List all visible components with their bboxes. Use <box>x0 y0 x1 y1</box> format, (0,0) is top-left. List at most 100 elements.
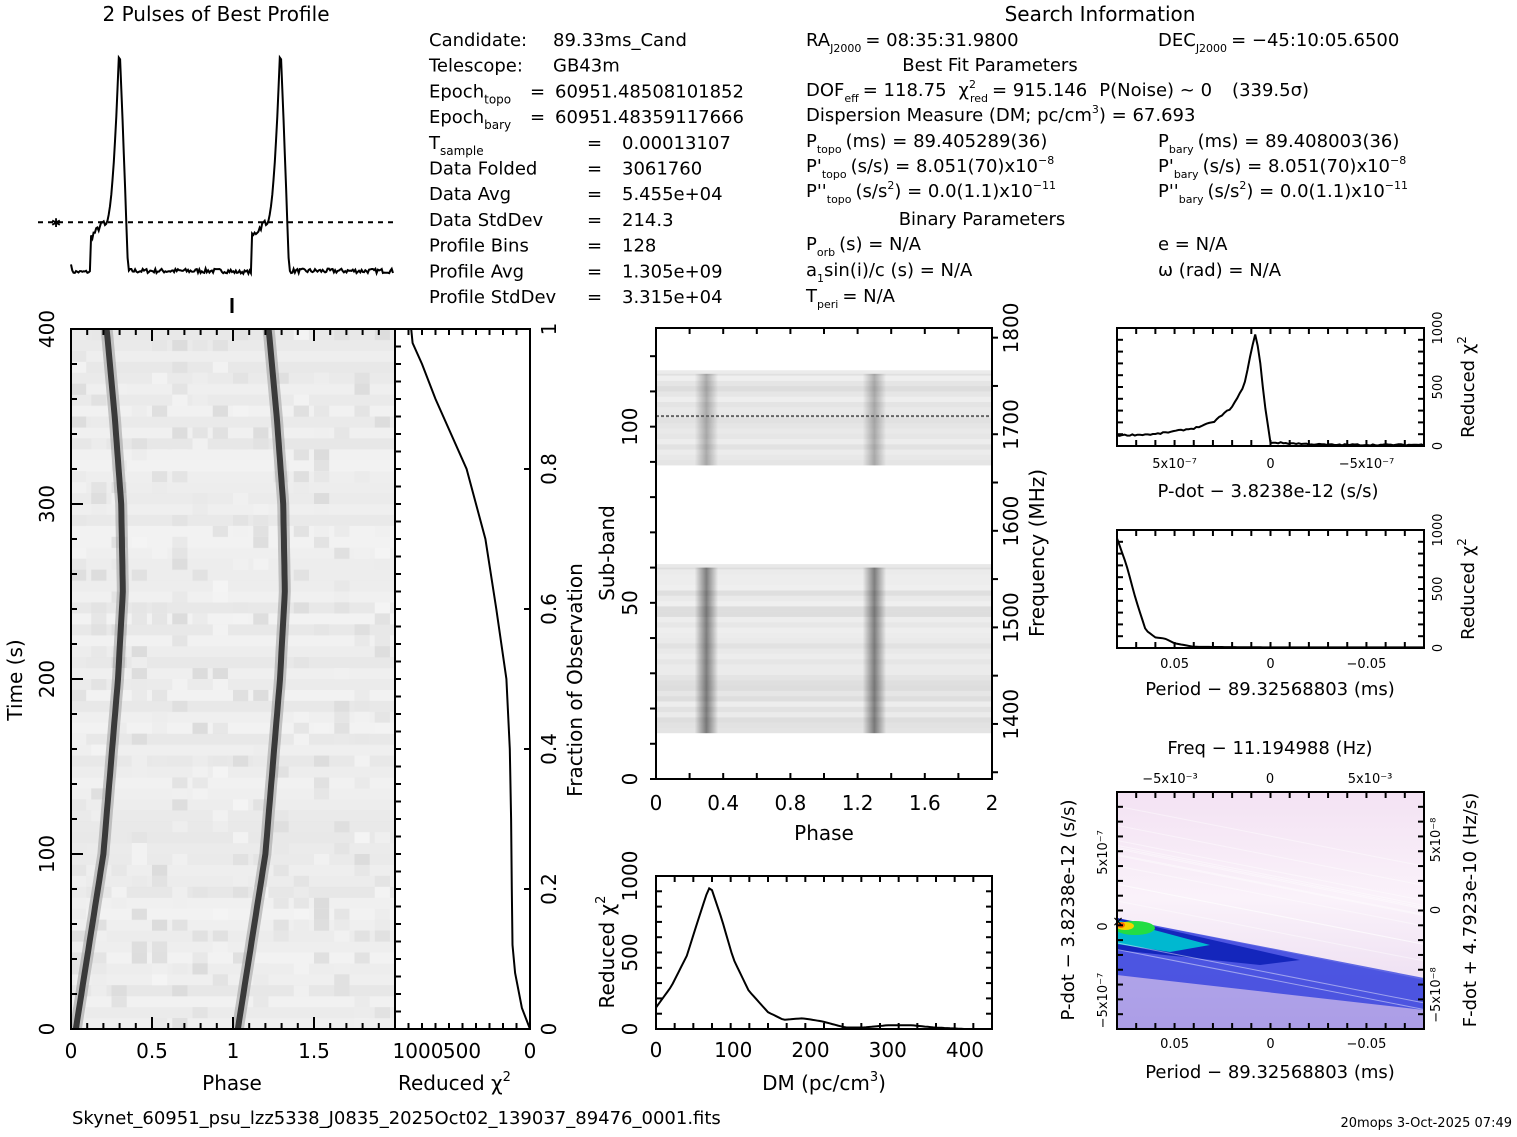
heatmap-cell <box>172 679 188 691</box>
heatmap-cell <box>354 711 370 724</box>
streak <box>1117 865 1424 927</box>
heatmap-cell <box>374 635 390 647</box>
heatmap-cell <box>192 788 208 800</box>
y2-axis-label: Frequency (MHz) <box>1025 469 1049 637</box>
heatmap-cell <box>91 416 107 428</box>
heatmap-cell <box>334 733 350 746</box>
x-tick-label: 0 <box>650 791 663 815</box>
y2-tick-label: 0.8 <box>537 453 561 485</box>
chi-vs-time-plot: 1000 500 0 Reduced χ2 0 0.2 0.4 0.6 0.8 1 Fraction… <box>393 323 587 1095</box>
heatmap-cell <box>293 471 309 483</box>
heatmap-cell <box>192 613 208 625</box>
info-equals: = <box>587 159 602 180</box>
heatmap-cell <box>172 821 188 833</box>
heatmap-cell <box>253 427 269 439</box>
heatmap-cell <box>314 536 330 549</box>
heatmap-cell <box>91 963 107 975</box>
subband-row <box>656 706 992 713</box>
heatmap-cell <box>212 821 228 833</box>
subband-row <box>656 396 992 402</box>
heatmap-cell <box>233 755 249 767</box>
heatmap-cell <box>172 613 188 625</box>
heatmap-cell <box>172 536 188 549</box>
heatmap-cell <box>91 930 107 942</box>
subband-row <box>656 574 992 580</box>
heatmap-cell <box>131 569 147 582</box>
heatmap-cell <box>374 875 390 888</box>
heatmap-cell <box>152 974 168 986</box>
heatmap-cell <box>192 963 208 975</box>
heatmap-cell <box>71 361 87 374</box>
heatmap-cell <box>71 843 87 855</box>
heatmap-cell <box>374 1007 390 1019</box>
y-tick-label: 5x10⁻⁷ <box>1096 830 1111 875</box>
heatmap-cell <box>314 427 330 439</box>
period-frame <box>1116 529 1425 649</box>
heatmap-cell <box>212 679 228 691</box>
heatmap-cell <box>334 711 350 724</box>
heatmap-cell <box>233 438 249 450</box>
heatmap-cell <box>354 635 370 647</box>
heatmap-cell <box>273 810 289 822</box>
x-tick-label: 0.05 <box>1160 1037 1189 1052</box>
heatmap-cell <box>192 668 208 680</box>
heatmap-cell <box>293 569 309 582</box>
subband-row <box>656 449 992 455</box>
heatmap-cell <box>111 864 127 877</box>
dm-row: Dispersion Measure (DM; pc/cm3) = 67.693 <box>806 103 1195 126</box>
x-tick-label: 1000 <box>393 1039 444 1063</box>
heatmap-cell <box>314 777 330 789</box>
heatmap-cell <box>233 875 249 888</box>
heatmap-cell <box>192 755 208 767</box>
heatmap-row <box>71 897 395 910</box>
heatmap-row <box>71 744 395 757</box>
heatmap-cell <box>131 941 147 953</box>
heatmap-cell <box>212 810 228 822</box>
heatmap-cell <box>91 952 107 964</box>
heatmap-cell <box>212 722 228 735</box>
info-value: GB43m <box>553 56 620 77</box>
subband-row <box>656 627 992 633</box>
heatmap-cell <box>374 722 390 735</box>
x-tick-label: 1 <box>227 1039 240 1063</box>
heatmap-cell <box>212 755 228 767</box>
y-tick-label: 50 <box>618 590 642 615</box>
search-info-title: Search Information <box>1005 2 1196 26</box>
heatmap-row <box>71 700 395 713</box>
heatmap-cell <box>131 646 147 658</box>
heatmap-cell <box>172 886 188 899</box>
heatmap-cell <box>192 766 208 778</box>
heatmap-cell <box>192 1007 208 1019</box>
subband-row <box>656 669 992 676</box>
heatmap-cell <box>192 679 208 691</box>
heatmap-cell <box>172 777 188 789</box>
heatmap-cell <box>212 339 228 352</box>
heatmap-cell <box>354 733 370 746</box>
subband-row <box>656 370 992 376</box>
heatmap-cell <box>314 854 330 866</box>
x-tick-label: 0 <box>1266 657 1274 672</box>
heatmap-cell <box>374 416 390 428</box>
heatmap-cell <box>131 766 147 778</box>
heatmap-cell <box>172 427 188 439</box>
heatmap-cell <box>131 843 147 855</box>
subband-row <box>656 701 992 707</box>
subband-row <box>656 375 992 381</box>
subband-row <box>656 622 992 628</box>
heatmap-cell <box>212 974 228 986</box>
subband-row <box>656 407 992 413</box>
heatmap-row <box>71 547 395 560</box>
info-label: Epochbary <box>429 107 511 132</box>
info-label: Data StdDev <box>429 210 544 231</box>
heatmap-cell <box>91 744 107 757</box>
chi-time-line <box>410 328 531 1030</box>
heatmap-cell <box>131 438 147 450</box>
heatmap-cell <box>91 613 107 625</box>
heatmap-cell <box>293 908 309 921</box>
heatmap-cell <box>152 482 168 494</box>
pulse-track <box>72 328 126 1030</box>
heatmap-cell <box>91 974 107 986</box>
subband-row <box>656 675 992 681</box>
heatmap-cell <box>91 394 107 407</box>
heatmap-cell <box>172 394 188 407</box>
